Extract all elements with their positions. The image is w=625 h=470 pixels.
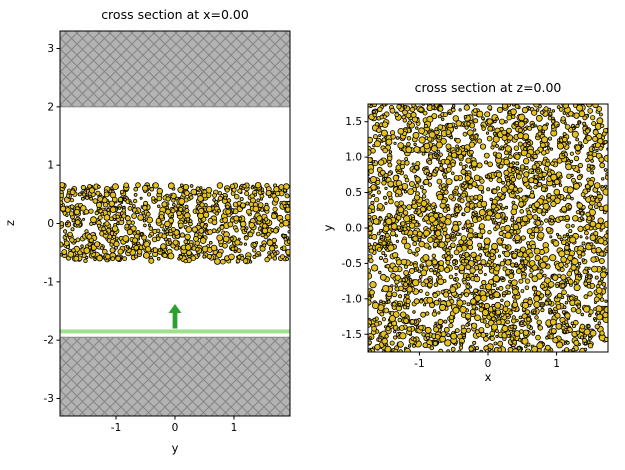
x-tick-label: 1	[553, 358, 560, 370]
bottom-wall	[60, 336, 290, 416]
piston-line	[60, 329, 290, 334]
right-plot-xlabel: x	[485, 370, 492, 384]
x-tick-label: 0	[172, 422, 179, 434]
tick-labels: -1 0 1 -1.5 -1.0 -0.5 0.0 0.5 1.0 1.5	[342, 116, 560, 370]
y-tick-label: 1.0	[345, 152, 362, 164]
plots-layer: -1 0 1 -3 -2 -1 0 1 2 3 -1 0 1 -1.5 -1.0 -0.5 0.0 0.5 1.0 1…	[44, 30, 609, 434]
y-tick-label: 1.5	[345, 116, 362, 128]
plot-cross-section-z: -1 0 1 -1.5 -1.0 -0.5 0.0 0.5 1.0 1.5	[342, 103, 609, 370]
velocity-arrow	[168, 304, 182, 329]
plot-cross-section-x: -1 0 1 -3 -2 -1 0 1 2 3	[44, 30, 291, 434]
y-tick-label: -2	[44, 335, 54, 347]
y-tick-label: 0.5	[345, 187, 362, 199]
y-tick-label: 2	[47, 101, 54, 113]
right-plot-ylabel: y	[321, 224, 335, 231]
tick-labels: -1 0 1 -3 -2 -1 0 1 2 3	[44, 43, 238, 434]
top-wall	[60, 31, 290, 108]
x-tick-label: -1	[414, 358, 424, 370]
left-plot-xlabel: y	[172, 441, 179, 455]
right-plot-title: cross section at z=0.00	[415, 80, 562, 95]
y-tick-label: 0	[47, 218, 54, 230]
x-tick-label: 1	[231, 422, 238, 434]
y-tick-label: -3	[44, 393, 54, 405]
tick-marks	[364, 121, 558, 356]
particles	[368, 104, 608, 352]
y-tick-label: -1.0	[342, 293, 363, 305]
particles	[60, 181, 290, 265]
y-tick-label: 3	[47, 43, 54, 55]
left-plot-title: cross section at x=0.00	[101, 7, 249, 22]
x-tick-label: 0	[485, 358, 492, 370]
y-tick-label: 1	[47, 160, 54, 172]
y-tick-label: 0.0	[345, 223, 362, 235]
left-plot-ylabel: z	[3, 220, 17, 226]
y-tick-label: -1	[44, 276, 54, 288]
tick-marks	[56, 48, 235, 420]
y-tick-label: -0.5	[342, 258, 363, 270]
x-tick-label: -1	[111, 422, 121, 434]
y-tick-label: -1.5	[342, 329, 363, 341]
